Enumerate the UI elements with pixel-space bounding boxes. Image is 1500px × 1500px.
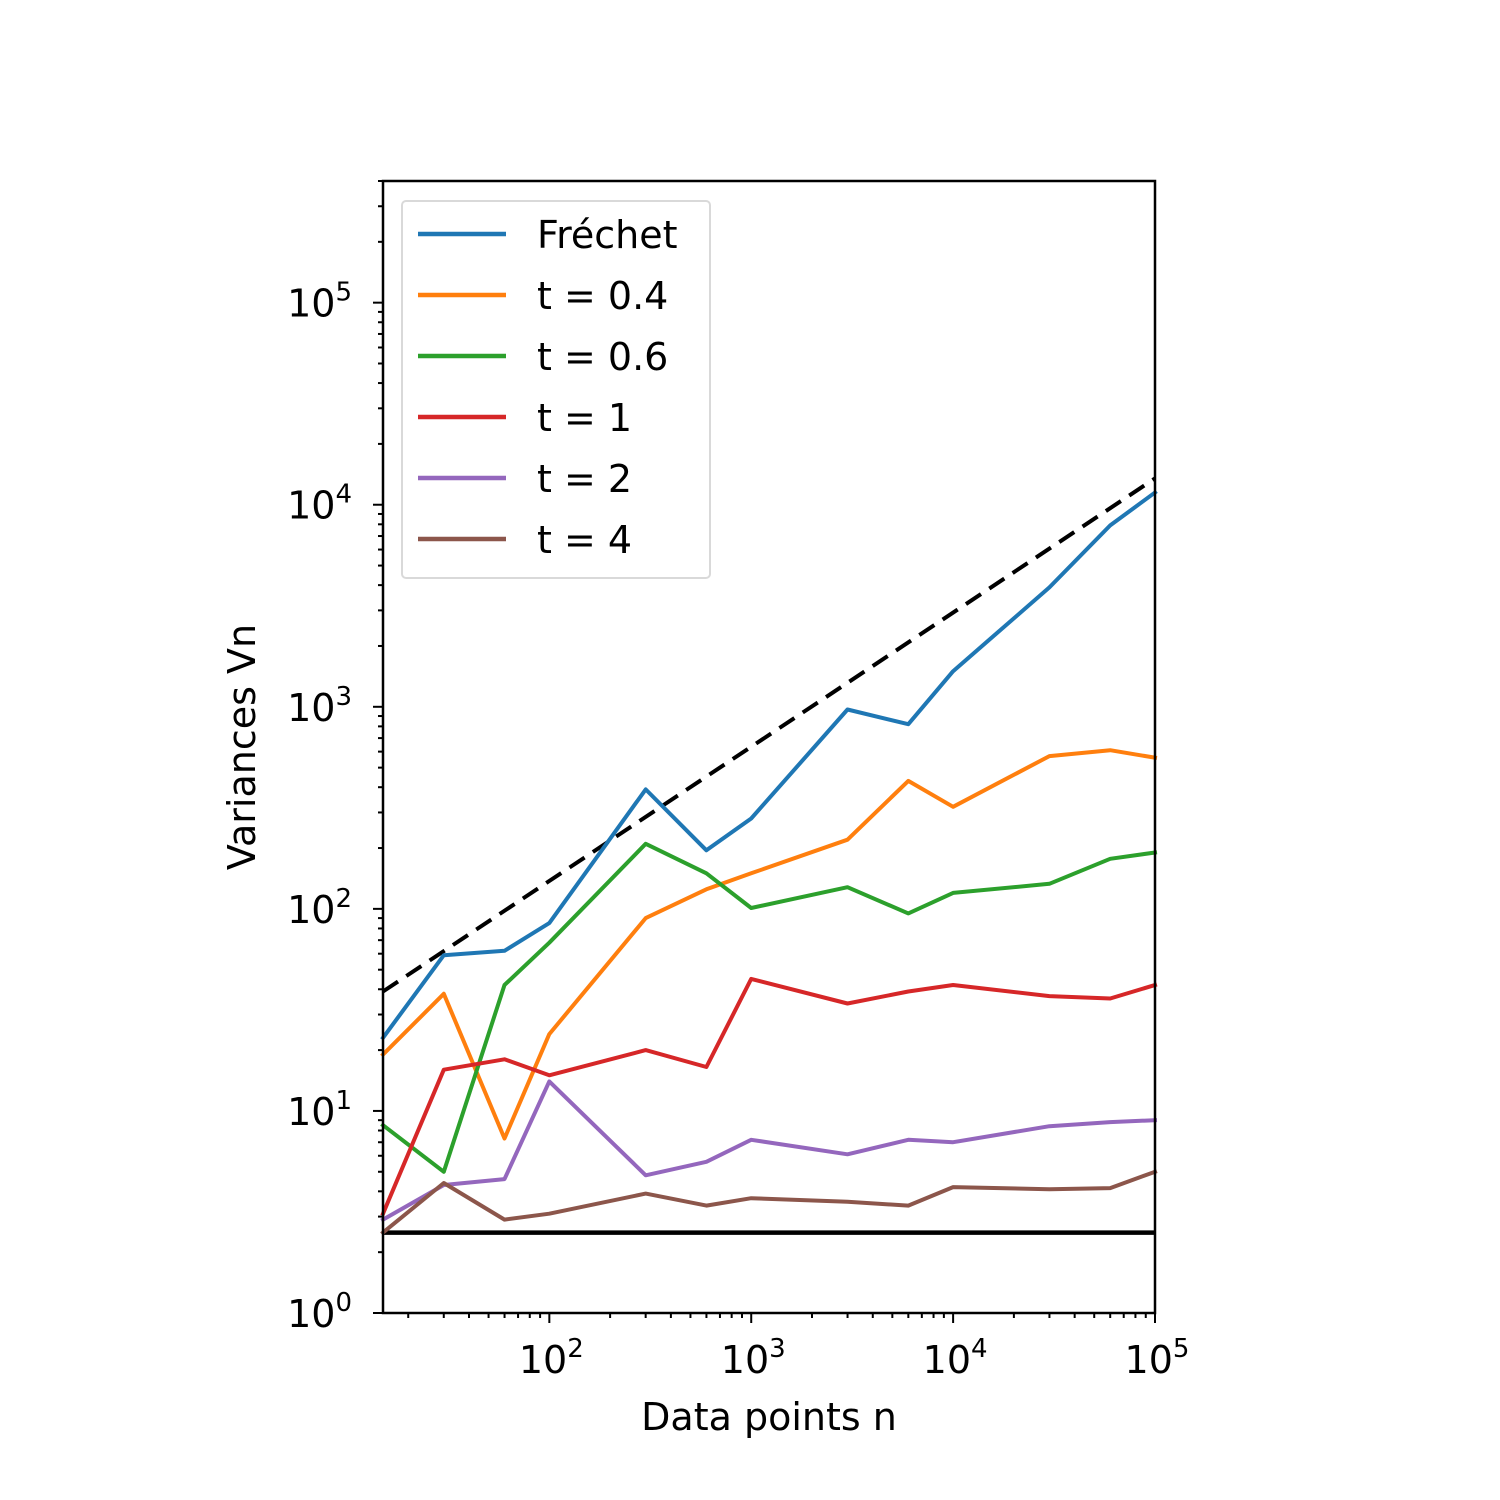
reference-line-dashed (381, 476, 1157, 994)
x-axis-label: Data points n (641, 1395, 897, 1439)
legend-label-3: t = 1 (537, 396, 632, 440)
x-tick-label: 103 (721, 1334, 786, 1382)
series-line-0 (380, 489, 1158, 1041)
series-line-2 (380, 841, 1158, 1174)
series-line-3 (380, 976, 1158, 1217)
series-line-5 (380, 1169, 1158, 1236)
y-tick-label: 103 (287, 682, 352, 730)
y-axis-label: Variances Vn (220, 624, 264, 870)
y-tick-label: 100 (287, 1288, 352, 1336)
legend-label-2: t = 0.6 (537, 335, 668, 379)
series-line-1 (380, 748, 1158, 1141)
legend-label-5: t = 4 (537, 518, 632, 562)
y-tick-label: 105 (287, 278, 352, 326)
legend-label-4: t = 2 (537, 457, 632, 501)
plot-frame (381, 179, 1157, 1315)
axis-ticks: 100 101 102 103 104 105 102 103 104 105 (287, 180, 1190, 1382)
y-tick-label: 101 (287, 1086, 352, 1134)
series-line-4 (380, 1079, 1158, 1223)
legend-label-1: t = 0.4 (537, 274, 668, 318)
y-tick-label: 102 (287, 884, 352, 932)
y-tick-label: 104 (287, 480, 352, 528)
legend: Fréchet t = 0.4 t = 0.6 t = 1 t = 2 t = 4 (401, 200, 711, 579)
x-tick-label: 105 (1125, 1334, 1190, 1382)
x-tick-label: 104 (923, 1334, 988, 1382)
legend-label-0: Fréchet (537, 213, 678, 257)
plot-lines (380, 476, 1158, 1236)
x-tick-label: 102 (519, 1334, 584, 1382)
